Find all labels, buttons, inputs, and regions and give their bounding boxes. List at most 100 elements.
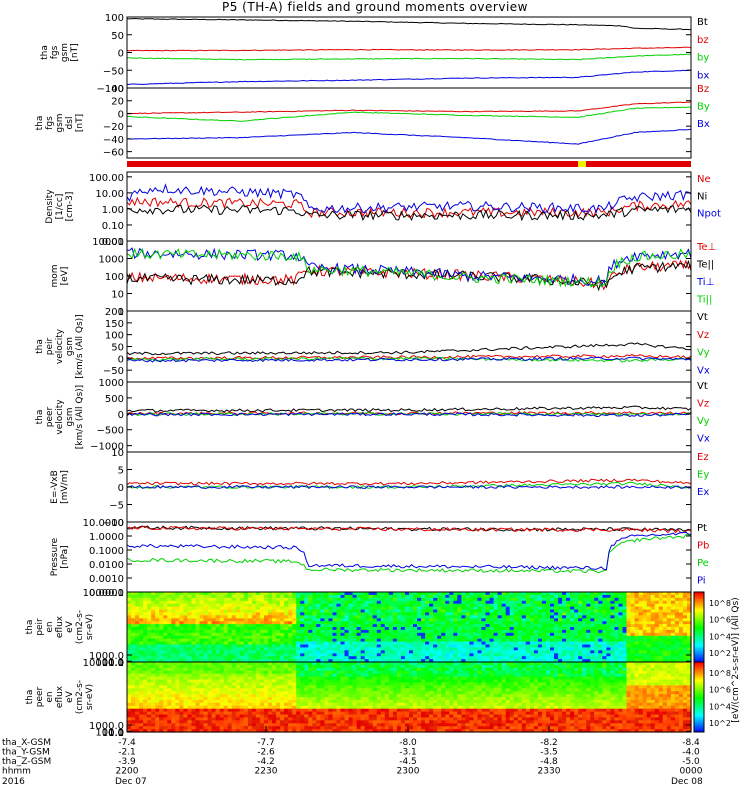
spectrogram-cell xyxy=(384,632,390,637)
spectrogram-cell xyxy=(606,647,611,651)
spectrogram-cell xyxy=(537,594,543,599)
spectrogram-cell xyxy=(155,597,160,602)
spectrogram-cell xyxy=(143,603,148,608)
spectrogram-cell xyxy=(308,667,313,672)
spectrogram-cell xyxy=(638,635,644,640)
spectrogram-cell xyxy=(255,708,261,713)
colorbar-cell xyxy=(694,651,704,654)
spectrogram-cell xyxy=(304,717,309,721)
spectrogram-cell xyxy=(316,705,321,710)
spectrogram-cell xyxy=(364,659,370,663)
spectrogram-cell xyxy=(348,594,354,599)
spectrogram-cell xyxy=(525,644,531,648)
spectrogram-cell xyxy=(658,618,664,622)
spectrogram-cell xyxy=(195,670,201,675)
spectrogram-cell xyxy=(227,600,233,605)
spectrogram-cell xyxy=(413,618,418,622)
spectrogram-cell xyxy=(574,656,579,660)
spectrogram-cell xyxy=(268,723,273,727)
spectrogram-cell xyxy=(356,697,362,701)
spectrogram-cell xyxy=(187,600,192,605)
spectrogram-cell xyxy=(171,714,176,718)
spectrogram-cell xyxy=(441,600,446,605)
spectrogram-cell xyxy=(497,638,503,643)
spectrogram-cell xyxy=(642,621,648,625)
spectrogram-cell xyxy=(143,635,148,640)
spectrogram-cell xyxy=(171,627,176,631)
spectrogram-cell xyxy=(324,667,329,672)
spectrogram-cell xyxy=(155,673,160,678)
spectrogram-cell xyxy=(344,627,350,631)
spectrogram-cell xyxy=(433,627,438,631)
spectrogram-cell xyxy=(288,624,293,628)
spectrogram-cell xyxy=(284,635,289,640)
spectrogram-cell xyxy=(477,592,483,596)
colorbar-cell xyxy=(694,614,704,617)
spectrogram-cell xyxy=(304,720,309,724)
spectrogram-cell xyxy=(449,653,454,657)
y-tick-label: 150 xyxy=(105,319,124,330)
spectrogram-cell xyxy=(356,650,362,654)
spectrogram-cell xyxy=(280,705,285,710)
spectrogram-cell xyxy=(650,647,656,651)
spectrogram-cell xyxy=(251,618,257,622)
spectrogram-cell xyxy=(650,612,656,616)
spectrogram-cell xyxy=(127,627,132,631)
spectrogram-cell xyxy=(441,618,446,622)
spectrogram-cell xyxy=(300,714,305,718)
spectrogram-cell xyxy=(340,691,346,695)
spectrogram-cell xyxy=(183,653,188,657)
spectrogram-cell xyxy=(227,662,233,666)
spectrogram-cell xyxy=(316,726,321,730)
spectrogram-cell xyxy=(147,685,152,689)
spectrogram-cell xyxy=(469,650,474,654)
spectrogram-cell xyxy=(167,673,172,678)
spectrogram-cell xyxy=(247,656,253,660)
spectrogram-cell xyxy=(312,711,317,716)
spectrogram-cell xyxy=(324,594,329,599)
spectrogram-cell xyxy=(509,600,515,605)
spectrogram-cell xyxy=(251,659,257,663)
spectrogram-cell xyxy=(231,688,237,692)
spectrogram-cell xyxy=(316,729,321,733)
spectrogram-cell xyxy=(437,603,442,608)
spectrogram-cell xyxy=(243,664,249,669)
spectrogram-cell xyxy=(276,685,281,689)
spectrogram-cell xyxy=(211,720,217,724)
spectrogram-cell xyxy=(364,612,370,616)
spectrogram-cell xyxy=(332,688,338,692)
spectrogram-cell xyxy=(255,641,261,646)
spectrogram-cell xyxy=(288,688,293,692)
spectrogram-cell xyxy=(247,606,253,611)
spectrogram-cell xyxy=(155,670,160,675)
spectrogram-cell xyxy=(272,664,277,669)
spectrogram-cell xyxy=(658,638,664,643)
spectrogram-cell xyxy=(340,618,346,622)
spectrogram-cell xyxy=(203,673,209,678)
spectrogram-cell xyxy=(239,694,245,698)
spectrogram-cell xyxy=(421,615,426,619)
spectrogram-cell xyxy=(292,711,297,716)
spectrogram-cell xyxy=(243,641,249,646)
spectrogram-cell xyxy=(143,650,148,654)
spectrogram-cell xyxy=(259,717,265,721)
spectrogram-cell xyxy=(328,603,333,608)
spectrogram-cell xyxy=(614,612,620,616)
spectrogram-cell xyxy=(437,627,442,631)
spectrogram-cell xyxy=(227,592,233,596)
spectrogram-cell xyxy=(425,606,430,611)
spectrogram-cell xyxy=(457,624,462,628)
spectrogram-cell xyxy=(227,638,233,643)
spectrogram-cell xyxy=(340,609,346,613)
spectrogram-cell xyxy=(143,647,148,651)
colorbar-cell xyxy=(694,611,704,614)
spectrogram-cell xyxy=(255,676,261,681)
spectrogram-cell xyxy=(171,682,176,686)
spectrogram-cell xyxy=(179,676,184,681)
spectrogram-cell xyxy=(203,667,209,672)
spectrogram-cell xyxy=(231,641,237,646)
spectrogram-cell xyxy=(296,650,301,654)
spectrogram-cell xyxy=(618,612,624,616)
spectrogram-cell xyxy=(155,606,160,611)
spectrogram-cell xyxy=(235,656,241,660)
